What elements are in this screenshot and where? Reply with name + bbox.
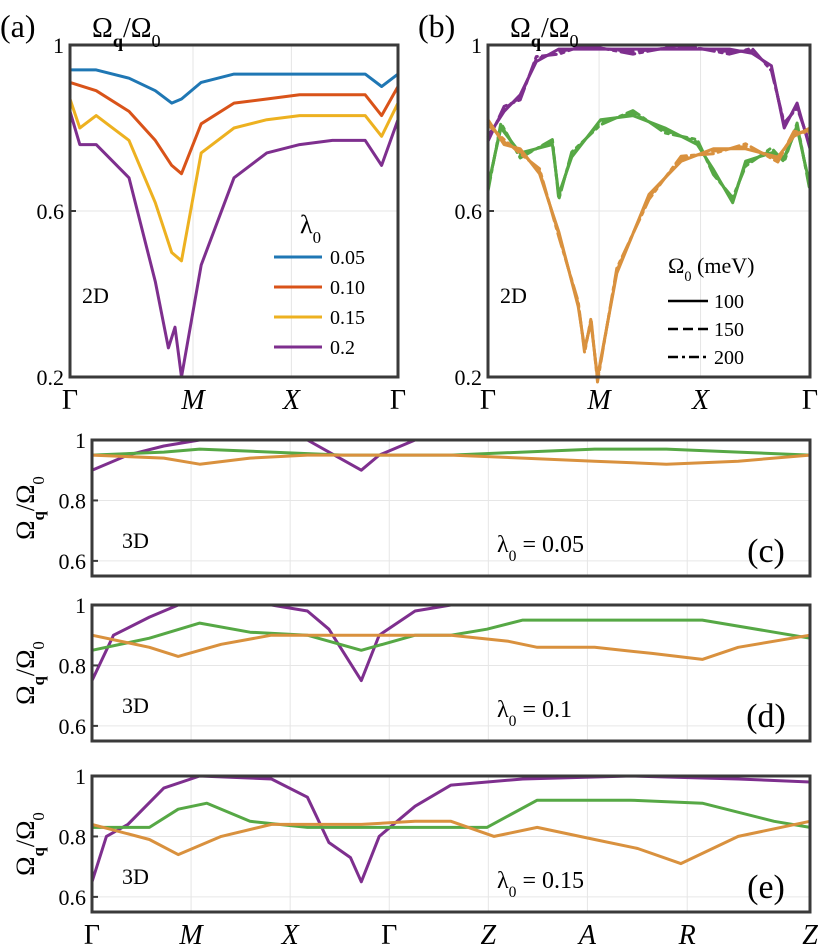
- series-line-green-dashed: [486, 111, 812, 202]
- x-tick-label: R: [678, 920, 696, 951]
- series-line-purple-dashed: [486, 45, 812, 148]
- y-axis-label: Ωq/Ω0: [11, 812, 48, 876]
- dimension-label: 3D: [122, 693, 149, 718]
- series-line-0.05: [68, 68, 400, 105]
- panel-a: 0.2 0.6 1 Γ M X Γ (a) 2D 0.05 0.10 0.15 0.2: [0, 8, 406, 416]
- y-tick-label: 0.8: [59, 824, 87, 849]
- series-line-purple-dash-dot: [486, 43, 812, 146]
- x-tick-label: X: [282, 385, 301, 416]
- x-tick-label: Γ: [802, 385, 818, 416]
- y-tick-label: 0.6: [455, 199, 483, 224]
- series-line-green-solid: [486, 114, 812, 205]
- lambda-annotation: λ0 = 0.1: [497, 697, 572, 730]
- x-tick-label: Γ: [381, 920, 397, 951]
- series-line-orange-dashed: [486, 120, 812, 381]
- x-tick-label: X: [691, 385, 710, 416]
- dimension-label: 2D: [82, 283, 109, 308]
- y-tick-label: 0.8: [59, 653, 87, 678]
- series-line-orange-dash-dot: [486, 123, 812, 384]
- y-tick-label: 1: [75, 593, 86, 618]
- y-tick-label: 1: [53, 33, 64, 58]
- dimension-label: 3D: [122, 528, 149, 553]
- x-tick-label: Γ: [84, 920, 100, 951]
- panel-label: (a): [0, 8, 36, 44]
- panel-label: (d): [746, 698, 786, 735]
- series-line-orange: [90, 819, 812, 866]
- y-axis-label: Ωq/Ω0: [92, 13, 161, 51]
- panel-e: 0.6 0.8 1 Γ M X Γ Z A R Z 3D (e): [59, 764, 819, 951]
- y-tick-label: 1: [75, 428, 86, 453]
- legend-title: Ω0 (meV): [668, 253, 754, 285]
- series-line-purple: [90, 774, 812, 884]
- axes-frame: [90, 603, 812, 743]
- y-tick-label: 0.6: [59, 714, 87, 739]
- y-tick-label: 1: [75, 764, 86, 789]
- x-tick-label: M: [180, 385, 206, 416]
- series-line-orange: [90, 453, 812, 466]
- x-tick-label: X: [281, 920, 300, 951]
- x-tick-label: Z: [802, 920, 818, 951]
- legend-entry: 150: [714, 319, 744, 341]
- legend-entry: 0.05: [330, 247, 365, 269]
- x-tick-label: M: [178, 920, 204, 951]
- y-tick-label: 1: [471, 33, 482, 58]
- panel-d: 0.6 0.8 1 3D (d): [59, 593, 812, 743]
- x-tick-label: A: [577, 920, 597, 951]
- series-line-purple: [90, 603, 812, 683]
- series-line-orange: [90, 633, 812, 661]
- y-tick-label: 0.6: [37, 199, 65, 224]
- legend-entry: 200: [714, 347, 744, 369]
- legend-entry: 0.2: [330, 337, 355, 359]
- legend-entry: 0.10: [330, 277, 365, 299]
- y-tick-label: 0.6: [59, 549, 87, 574]
- panel-label: (b): [418, 8, 455, 44]
- legend-title: λ0: [300, 210, 321, 247]
- series-line-0.2: [68, 109, 400, 379]
- panel-c: 0.6 0.8 1 3D (c): [59, 428, 812, 578]
- y-axis-label: Ωq/Ω0: [11, 476, 48, 540]
- x-tick-label: Γ: [390, 385, 406, 416]
- series-line-orange-solid: [486, 118, 812, 379]
- axes-frame: [90, 438, 812, 578]
- series-line-0.10: [68, 80, 400, 176]
- axes-frame: [90, 774, 812, 914]
- x-tick-label: Γ: [62, 385, 78, 416]
- dimension-label: 3D: [122, 864, 149, 889]
- series-line-purple-solid: [486, 47, 812, 151]
- lambda-annotation: λ0 = 0.15: [497, 868, 584, 901]
- dimension-label: 2D: [500, 283, 527, 308]
- legend-entry: 0.15: [330, 307, 365, 329]
- panel-label: (e): [747, 869, 785, 906]
- x-tick-label: M: [586, 385, 612, 416]
- y-axis-label: Ωq/Ω0: [11, 641, 48, 705]
- legend-entry: 100: [714, 291, 744, 313]
- series-line-green-dash-dot: [486, 109, 812, 201]
- y-tick-label: 0.6: [59, 885, 87, 910]
- series-line-0.15: [68, 97, 400, 263]
- y-tick-label: 0.2: [455, 365, 483, 390]
- panel-b: 0.2 0.6 1 Γ M X Γ (b) 2D 100 150 200: [418, 8, 818, 416]
- series-line-green: [90, 798, 812, 829]
- y-axis-label: Ωq/Ω0: [510, 13, 579, 51]
- x-tick-label: Z: [481, 920, 497, 951]
- panel-label: (c): [747, 533, 785, 570]
- y-tick-label: 0.2: [37, 365, 65, 390]
- x-tick-label: Γ: [480, 385, 496, 416]
- y-tick-label: 0.8: [59, 488, 87, 513]
- lambda-annotation: λ0 = 0.05: [497, 532, 584, 565]
